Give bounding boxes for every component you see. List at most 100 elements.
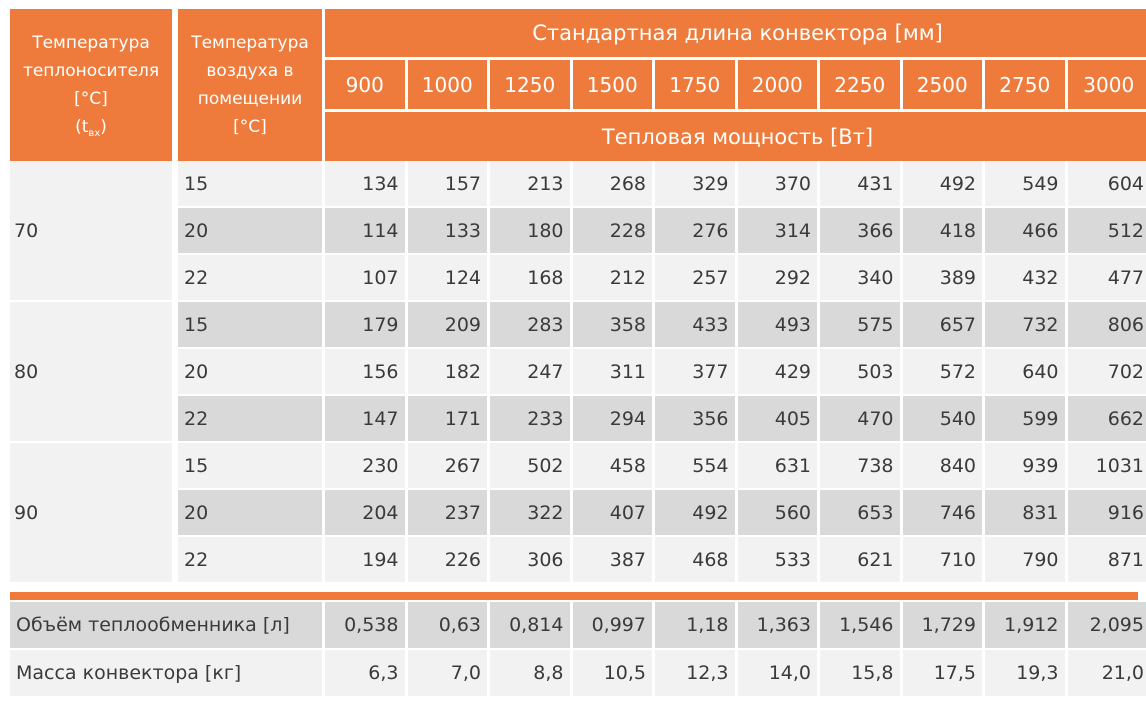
power-value-cell: 387 [572, 537, 655, 584]
spec-value-cell: 1,546 [820, 602, 903, 650]
power-value-cell: 133 [407, 208, 490, 255]
power-value-cell: 314 [737, 208, 820, 255]
length-header-cell: 1750 [655, 60, 738, 112]
power-value-cell: 370 [737, 161, 820, 208]
coolant-temp-header-line1: Температура [32, 33, 150, 53]
spec-value-cell: 15,8 [820, 650, 903, 698]
spec-value-cell: 21,0 [1067, 650, 1146, 698]
power-value-cell: 418 [902, 208, 985, 255]
power-value-cell: 329 [655, 161, 738, 208]
section-divider [10, 592, 1138, 600]
power-value-cell: 549 [985, 161, 1068, 208]
power-value-cell: 204 [325, 490, 408, 537]
power-value-cell: 790 [985, 537, 1068, 584]
power-value-cell: 432 [985, 255, 1068, 302]
power-value-cell: 194 [325, 537, 408, 584]
power-value-cell: 340 [820, 255, 903, 302]
coolant-temp-header: Температура теплоносителя [°C] (tвх) [10, 9, 178, 161]
power-value-cell: 512 [1067, 208, 1146, 255]
air-temp-header-line1: Температура [191, 33, 309, 53]
table-row: 22 147 171 233 294 356 405 470 540 599 662 [10, 396, 1146, 443]
power-value-cell: 209 [407, 302, 490, 349]
power-value-cell: 292 [737, 255, 820, 302]
air-temp-header-line3: помещении [197, 89, 303, 109]
length-header-cell: 2500 [902, 60, 985, 112]
table-row: 80 15 179 209 283 358 433 493 575 657 732 806 [10, 302, 1146, 443]
power-value-cell: 179 [325, 302, 408, 349]
air-temp-cell: 20 [178, 208, 325, 255]
power-value-cell: 621 [820, 537, 903, 584]
table-row: 90 15 230 267 502 458 554 631 738 840 939 1031 [10, 443, 1146, 584]
air-temp-cell: 15 [178, 161, 325, 208]
power-value-cell: 233 [490, 396, 573, 443]
spec-value-cell: 1,729 [902, 602, 985, 650]
spec-value-cell: 1,363 [737, 602, 820, 650]
power-value-cell: 468 [655, 537, 738, 584]
power-value-cell: 311 [572, 349, 655, 396]
power-value-cell: 871 [1067, 537, 1146, 584]
power-value-cell: 831 [985, 490, 1068, 537]
power-value-cell: 503 [820, 349, 903, 396]
power-value-cell: 407 [572, 490, 655, 537]
power-value-cell: 228 [572, 208, 655, 255]
power-value-cell: 1031 [1067, 443, 1146, 490]
table-row: 22 107 124 168 212 257 292 340 389 432 477 [10, 255, 1146, 302]
table-row: 70 15 134 157 213 268 329 370 431 492 549 604 [10, 161, 1146, 302]
spec-value-cell: 7,0 [407, 650, 490, 698]
spec-row: Масса конвектора [кг] 6,3 7,0 8,8 10,5 12,3 14… [10, 650, 1146, 698]
spec-value-cell: 0,63 [407, 602, 490, 650]
power-value-cell: 358 [572, 302, 655, 349]
power-value-cell: 710 [902, 537, 985, 584]
air-temp-cell: 20 [178, 349, 325, 396]
power-value-cell: 575 [820, 302, 903, 349]
power-value-cell: 147 [325, 396, 408, 443]
air-temp-cell: 20 [178, 490, 325, 537]
power-value-cell: 134 [325, 161, 408, 208]
table-row: 20 204 237 322 407 492 560 653 746 831 916 [10, 490, 1146, 537]
length-header-cell: 2000 [737, 60, 820, 112]
power-value-cell: 746 [902, 490, 985, 537]
power-value-cell: 247 [490, 349, 573, 396]
extra-specs-table: Объём теплообменника [л] 0,538 0,63 0,814 0,… [10, 602, 1146, 698]
power-value-cell: 257 [655, 255, 738, 302]
power-value-cell: 540 [902, 396, 985, 443]
power-value-cell: 366 [820, 208, 903, 255]
power-value-cell: 470 [820, 396, 903, 443]
table-row: 22 194 226 306 387 468 533 621 710 790 871 [10, 537, 1146, 584]
power-value-cell: 502 [490, 443, 573, 490]
power-value-cell: 492 [655, 490, 738, 537]
spec-value-cell: 0,997 [572, 602, 655, 650]
spec-row: Объём теплообменника [л] 0,538 0,63 0,814 0,… [10, 602, 1146, 650]
spec-value-cell: 1,18 [655, 602, 738, 650]
power-value-cell: 840 [902, 443, 985, 490]
air-temp-cell: 22 [178, 255, 325, 302]
power-value-cell: 267 [407, 443, 490, 490]
spec-value-cell: 6,3 [325, 650, 408, 698]
power-value-cell: 306 [490, 537, 573, 584]
power-value-cell: 477 [1067, 255, 1146, 302]
air-temp-cell: 22 [178, 396, 325, 443]
power-value-cell: 657 [902, 302, 985, 349]
heat-output-table: Температура теплоносителя [°C] (tвх) Тем… [10, 9, 1146, 584]
table-row: 20 156 182 247 311 377 429 503 572 640 702 [10, 349, 1146, 396]
power-value-cell: 572 [902, 349, 985, 396]
power-value-cell: 560 [737, 490, 820, 537]
power-value-cell: 939 [985, 443, 1068, 490]
spec-value-cell: 2,095 [1067, 602, 1146, 650]
table-row: 20 114 133 180 228 276 314 366 418 466 512 [10, 208, 1146, 255]
power-value-cell: 268 [572, 161, 655, 208]
power-value-cell: 389 [902, 255, 985, 302]
spec-value-cell: 17,5 [902, 650, 985, 698]
power-value-cell: 702 [1067, 349, 1146, 396]
power-value-cell: 492 [902, 161, 985, 208]
coolant-temp-symbol-subscript: вх [88, 128, 101, 139]
power-value-cell: 640 [985, 349, 1068, 396]
power-value-cell: 230 [325, 443, 408, 490]
power-value-cell: 294 [572, 396, 655, 443]
power-value-cell: 429 [737, 349, 820, 396]
power-value-cell: 283 [490, 302, 573, 349]
air-temp-cell: 15 [178, 302, 325, 349]
coolant-temp-header-line2: теплоносителя [22, 61, 160, 81]
power-value-cell: 182 [407, 349, 490, 396]
